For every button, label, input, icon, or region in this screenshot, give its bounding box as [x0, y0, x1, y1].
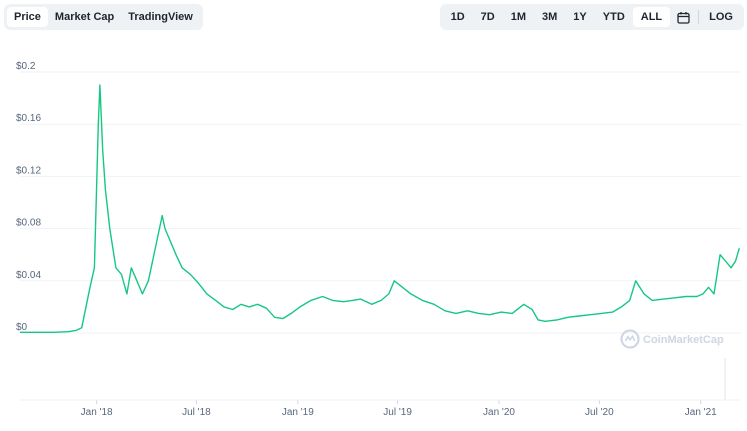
coinmarketcap-logo-icon [620, 329, 640, 349]
chart-grid [20, 71, 741, 334]
watermark-text: CoinMarketCap [643, 334, 724, 346]
calendar-button[interactable] [670, 7, 696, 27]
chart-view-tabs: Price Market Cap TradingView [4, 4, 203, 30]
x-tick-label: Jan '18 [81, 407, 113, 418]
y-tick-label: $0.12 [16, 165, 41, 176]
y-tick-label: $0.16 [16, 113, 41, 124]
y-tick-label: $0.04 [16, 270, 41, 281]
watermark: CoinMarketCap [620, 329, 724, 349]
y-axis-labels: $0 $0.04 $0.08 $0.12 $0.16 $0.2 [16, 61, 41, 333]
x-axis-labels: Jan '18 Jul '18 Jan '19 Jul '19 Jan '20 Jul '… [81, 400, 717, 418]
range-1y[interactable]: 1Y [573, 11, 587, 23]
y-tick-label: $0 [16, 322, 28, 333]
x-tick-label: Jul '19 [383, 407, 412, 418]
range-all[interactable]: ALL [632, 7, 671, 27]
x-tick-label: Jan '20 [483, 407, 515, 418]
time-range-tabs: 1D 7D 1M 3M 1Y YTD ALL LOG [439, 4, 744, 30]
x-tick-label: Jan '19 [282, 407, 314, 418]
range-7d[interactable]: 7D [480, 11, 495, 23]
x-tick-label: Jul '18 [182, 407, 211, 418]
tab-price[interactable]: Price [7, 7, 48, 27]
price-line [20, 84, 740, 333]
range-ytd[interactable]: YTD [602, 11, 625, 23]
y-tick-label: $0.08 [16, 218, 41, 229]
tab-market-cap[interactable]: Market Cap [54, 11, 115, 23]
toolbar-divider [698, 10, 700, 24]
y-tick-label: $0.2 [16, 61, 36, 72]
range-3m[interactable]: 3M [542, 11, 558, 23]
range-1d[interactable]: 1D [450, 11, 465, 23]
range-1m[interactable]: 1M [510, 11, 527, 23]
x-tick-label: Jan '21 [685, 407, 717, 418]
x-tick-label: Jul '20 [585, 407, 614, 418]
log-scale-toggle[interactable]: LOG [709, 11, 733, 23]
calendar-icon [677, 11, 690, 24]
tab-tradingview[interactable]: TradingView [128, 11, 193, 23]
